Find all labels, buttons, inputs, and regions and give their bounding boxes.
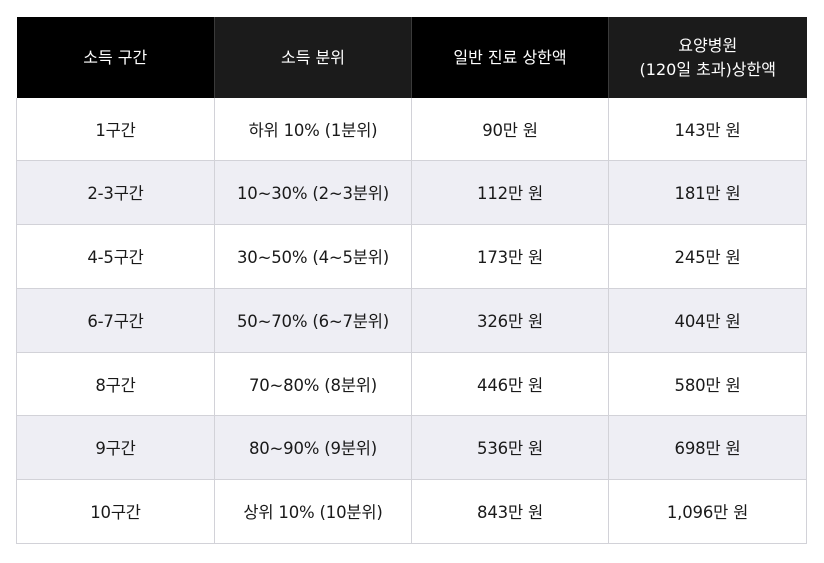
cell-general-ceiling: 326만 원	[411, 288, 609, 353]
cell-bracket: 8구간	[16, 352, 215, 416]
cell-nursing-ceiling: 143만 원	[608, 98, 807, 161]
header-nursing-line1: 요양병원	[678, 35, 738, 55]
cell-decile: 80~90% (9분위)	[214, 415, 412, 480]
cell-nursing-ceiling: 580만 원	[608, 352, 807, 416]
header-general-ceiling: 일반 진료 상한액	[411, 17, 609, 98]
cell-bracket: 4-5구간	[16, 224, 215, 289]
header-income-decile: 소득 분위	[214, 17, 412, 98]
cell-general-ceiling: 90만 원	[411, 98, 609, 161]
cell-decile: 50~70% (6~7분위)	[214, 288, 412, 353]
cell-bracket: 9구간	[16, 415, 215, 480]
cell-bracket: 2-3구간	[16, 160, 215, 225]
cell-bracket: 1구간	[16, 98, 215, 161]
cell-nursing-ceiling: 245만 원	[608, 224, 807, 289]
copay-ceiling-table: 소득 구간 소득 분위 일반 진료 상한액 요양병원 (120일 초과)상한액 …	[16, 17, 807, 544]
cell-general-ceiling: 446만 원	[411, 352, 609, 416]
copay-ceiling-table-container: 소득 구간 소득 분위 일반 진료 상한액 요양병원 (120일 초과)상한액 …	[16, 17, 807, 544]
table-row: 8구간 70~80% (8분위) 446만 원 580만 원	[16, 352, 807, 416]
cell-decile: 30~50% (4~5분위)	[214, 224, 412, 289]
header-income-bracket: 소득 구간	[16, 17, 215, 98]
table-row: 10구간 상위 10% (10분위) 843만 원 1,096만 원	[16, 479, 807, 544]
cell-general-ceiling: 843만 원	[411, 479, 609, 544]
cell-general-ceiling: 173만 원	[411, 224, 609, 289]
cell-decile: 70~80% (8분위)	[214, 352, 412, 416]
cell-nursing-ceiling: 698만 원	[608, 415, 807, 480]
cell-bracket: 6-7구간	[16, 288, 215, 353]
table-row: 4-5구간 30~50% (4~5분위) 173만 원 245만 원	[16, 224, 807, 289]
cell-nursing-ceiling: 1,096만 원	[608, 479, 807, 544]
cell-decile: 상위 10% (10분위)	[214, 479, 412, 544]
header-nursing-hospital-ceiling: 요양병원 (120일 초과)상한액	[608, 17, 807, 98]
table-row: 1구간 하위 10% (1분위) 90만 원 143만 원	[16, 98, 807, 161]
cell-general-ceiling: 112만 원	[411, 160, 609, 225]
cell-decile: 하위 10% (1분위)	[214, 98, 412, 161]
table-header-row: 소득 구간 소득 분위 일반 진료 상한액 요양병원 (120일 초과)상한액	[16, 17, 807, 98]
cell-nursing-ceiling: 181만 원	[608, 160, 807, 225]
table-row: 2-3구간 10~30% (2~3분위) 112만 원 181만 원	[16, 160, 807, 225]
cell-bracket: 10구간	[16, 479, 215, 544]
table-row: 9구간 80~90% (9분위) 536만 원 698만 원	[16, 415, 807, 480]
cell-general-ceiling: 536만 원	[411, 415, 609, 480]
cell-nursing-ceiling: 404만 원	[608, 288, 807, 353]
cell-decile: 10~30% (2~3분위)	[214, 160, 412, 225]
header-nursing-line2: (120일 초과)상한액	[639, 59, 776, 79]
table-row: 6-7구간 50~70% (6~7분위) 326만 원 404만 원	[16, 288, 807, 353]
